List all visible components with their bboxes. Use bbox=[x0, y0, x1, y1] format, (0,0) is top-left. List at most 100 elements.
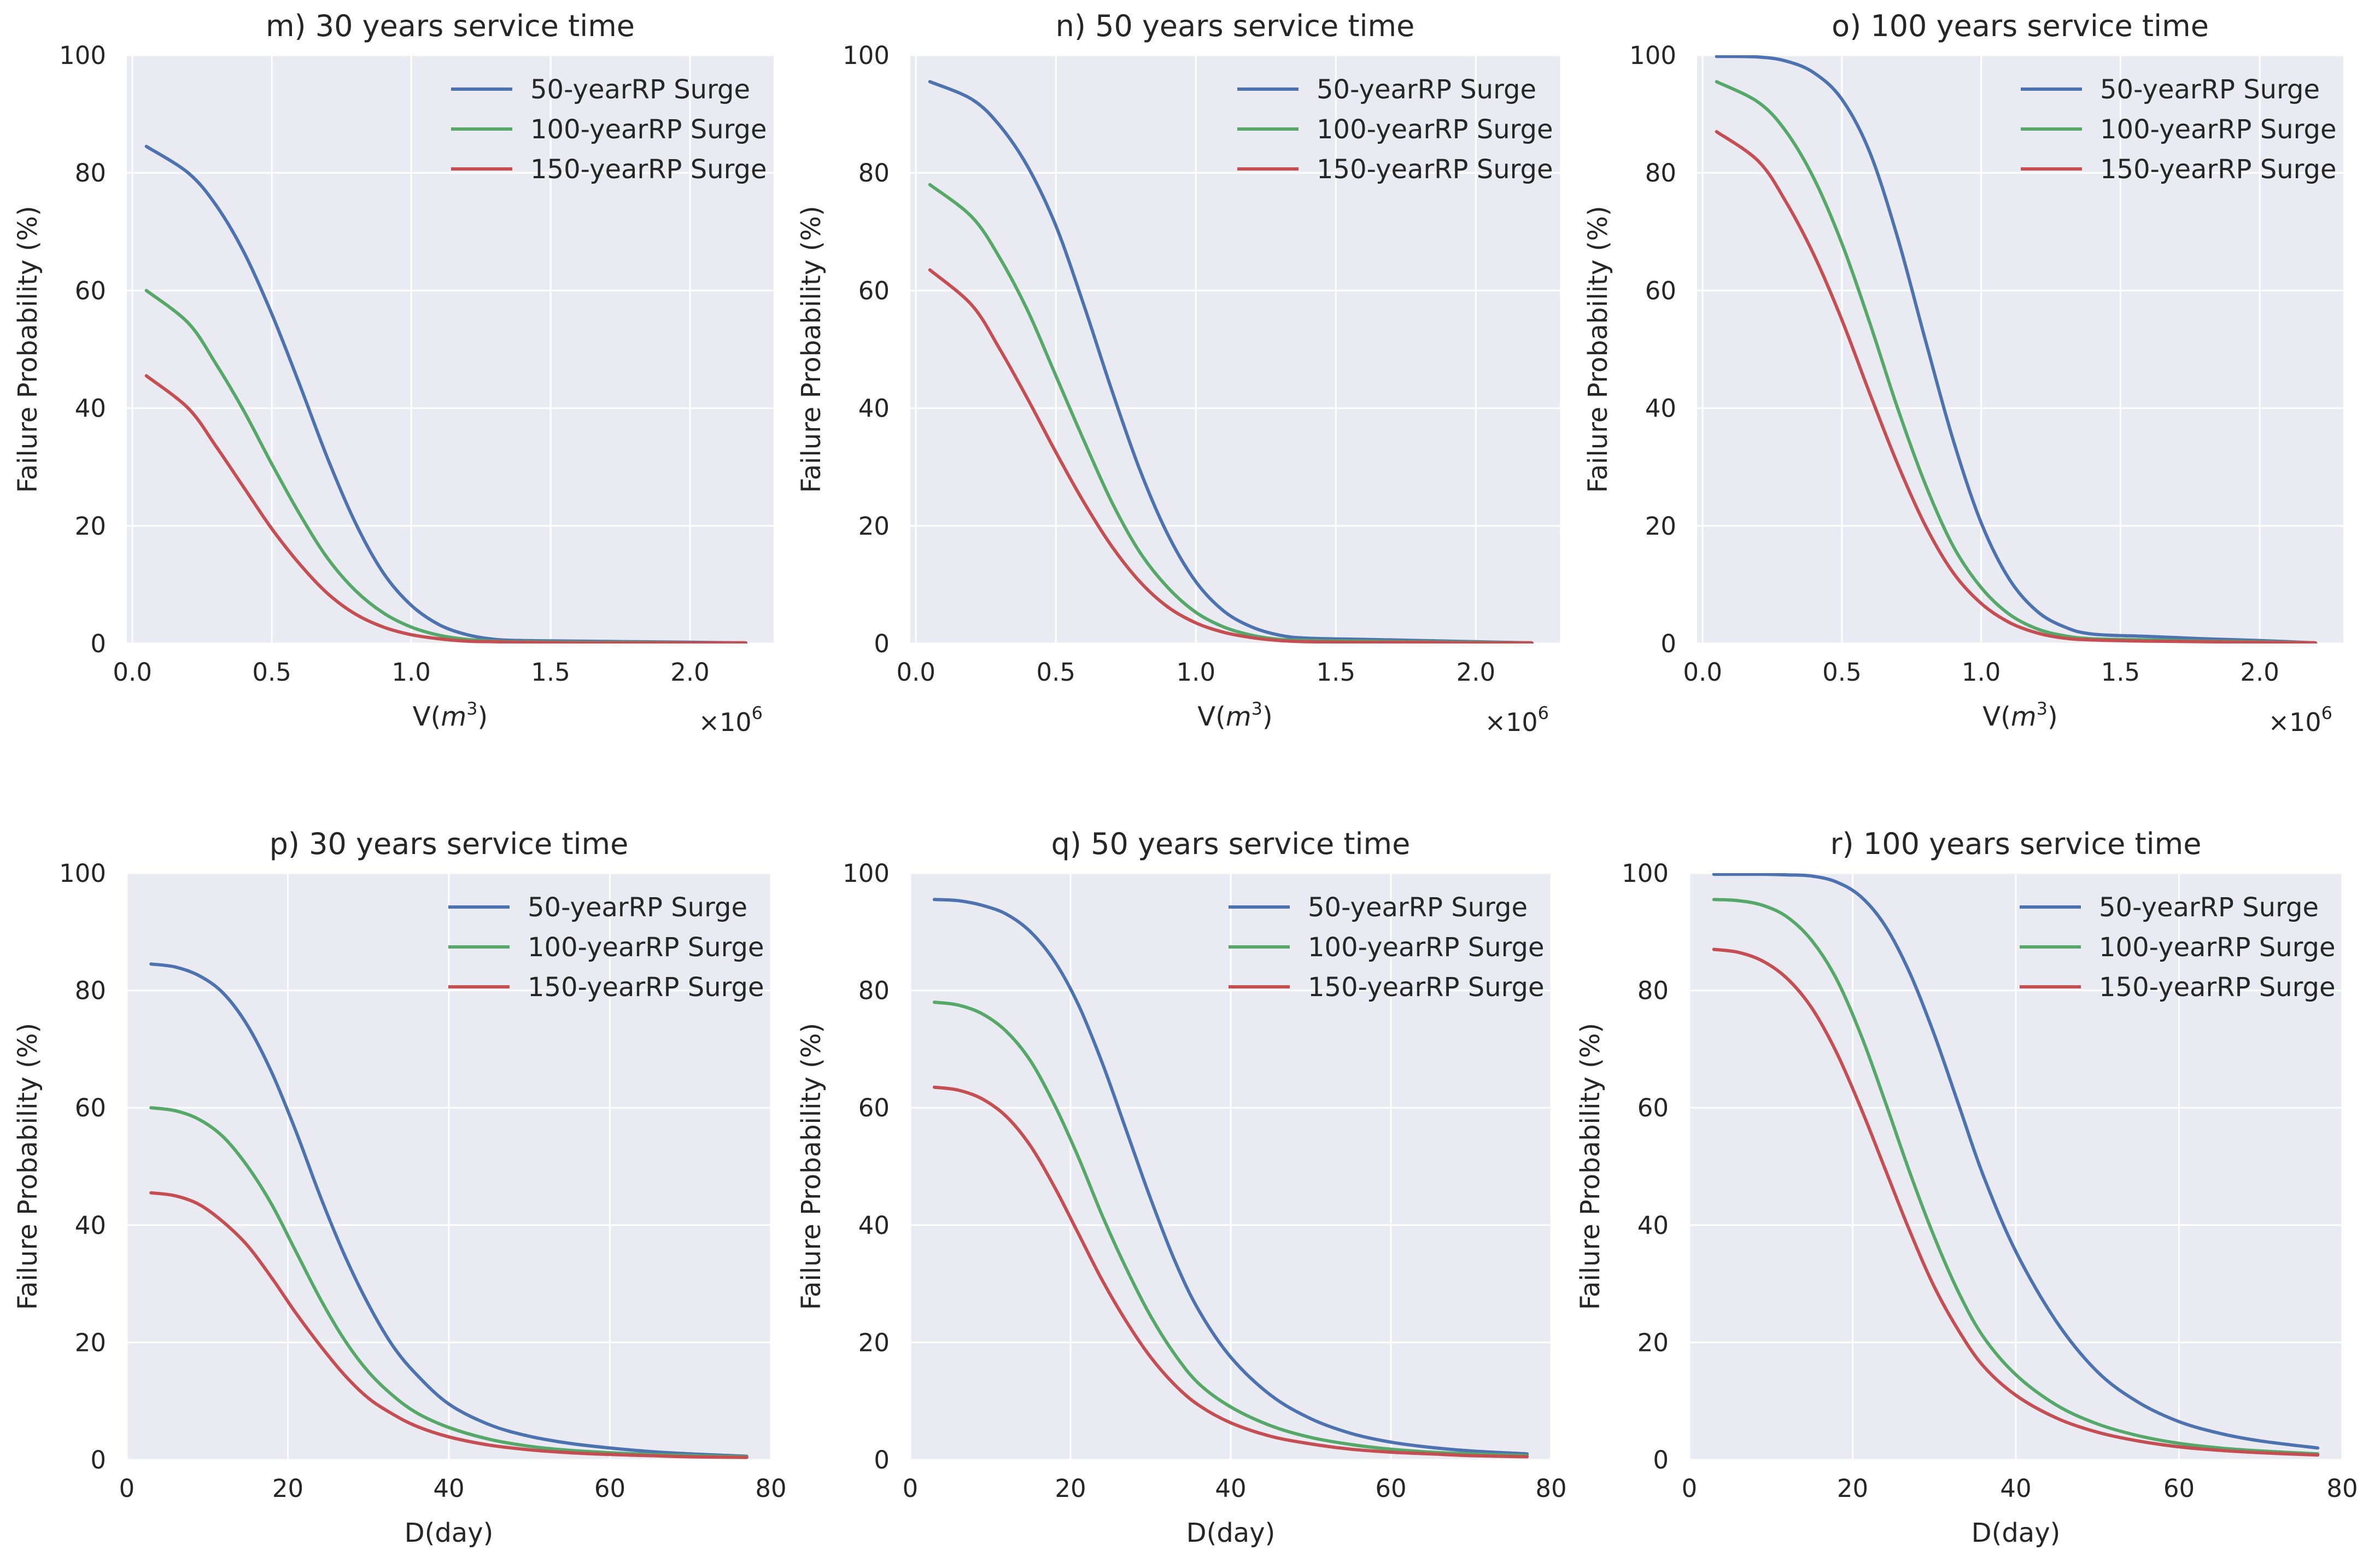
x-tick-label: 0.5 bbox=[1822, 658, 1862, 687]
x-tick-label: 40 bbox=[2000, 1474, 2031, 1503]
x-tick-label: 60 bbox=[1375, 1474, 1406, 1503]
y-tick-label: 80 bbox=[75, 976, 106, 1005]
panel-5: 0 20 40 60 80 0 20 40 60 80 100 q) 50 years service… bbox=[796, 827, 1567, 1548]
y-tick-label: 100 bbox=[843, 41, 890, 70]
panel-title: n) 50 years service time bbox=[1056, 9, 1415, 43]
y-tick-label: 40 bbox=[75, 1211, 106, 1240]
y-tick-label: 60 bbox=[858, 1093, 890, 1122]
x-axis-label-var: m bbox=[1226, 701, 1251, 732]
y-axis-label: Failure Probability (%) bbox=[1583, 206, 1613, 493]
x-tick-label: 60 bbox=[594, 1474, 625, 1503]
y-tick-label: 20 bbox=[858, 512, 890, 541]
x-scale-exp: 6 bbox=[1538, 703, 1549, 723]
x-tick-label: 1.5 bbox=[531, 658, 570, 687]
y-tick-label: 20 bbox=[1637, 1328, 1669, 1357]
x-axis-label-exp: 3 bbox=[466, 698, 477, 719]
y-axis-label: Failure Probability (%) bbox=[1575, 1023, 1606, 1310]
series-line-1 bbox=[1712, 873, 2320, 1450]
x-scale-exp: 6 bbox=[752, 703, 763, 723]
x-axis-label-prefix: V( bbox=[413, 701, 441, 732]
y-tick-label: 80 bbox=[1637, 976, 1669, 1005]
y-axis-label: Failure Probability (%) bbox=[13, 206, 43, 493]
y-tick-label: 20 bbox=[858, 1328, 890, 1357]
y-axis-label: Failure Probability (%) bbox=[796, 1023, 827, 1310]
y-tick-label: 0 bbox=[1660, 629, 1676, 658]
y-tick-label: 40 bbox=[858, 394, 890, 423]
series-lines bbox=[1712, 873, 2320, 1457]
y-tick-label: 100 bbox=[59, 41, 106, 70]
x-tick-label: 80 bbox=[755, 1474, 786, 1503]
series-lines bbox=[928, 80, 1534, 643]
x-tick-label: 0.0 bbox=[1683, 658, 1722, 687]
plot-area bbox=[1697, 55, 2343, 643]
y-tick-label: 0 bbox=[90, 629, 106, 658]
legend-label-2: 100-yearRP Surge bbox=[528, 932, 764, 963]
panel-6: 0 20 40 60 80 0 20 40 60 80 100 r) 100 years servic… bbox=[1575, 827, 2358, 1548]
x-tick-label: 40 bbox=[433, 1474, 464, 1503]
legend-label-3: 150-yearRP Surge bbox=[2099, 972, 2336, 1003]
x-tick-label: 1.5 bbox=[2101, 658, 2140, 687]
legend-label-3: 150-yearRP Surge bbox=[1317, 154, 1553, 185]
legend-label-1: 50-yearRP Surge bbox=[528, 892, 747, 923]
x-tick-label: 1.0 bbox=[1177, 658, 1216, 687]
series-line-3 bbox=[928, 268, 1534, 643]
x-tick-label: 1.0 bbox=[391, 658, 431, 687]
panel-title: p) 30 years service time bbox=[270, 827, 629, 861]
series-line-3 bbox=[1715, 130, 2318, 643]
legend-label-1: 50-yearRP Surge bbox=[2099, 892, 2319, 923]
y-axis-label: Failure Probability (%) bbox=[796, 206, 827, 493]
legend-label-2: 100-yearRP Surge bbox=[2100, 114, 2337, 145]
legend-label-2: 100-yearRP Surge bbox=[1317, 114, 1553, 145]
series-line-2 bbox=[933, 1001, 1529, 1458]
series-line-2 bbox=[149, 1106, 748, 1459]
x-scale-base: ×10 bbox=[699, 707, 752, 737]
panel-4: 0 20 40 60 80 0 20 40 60 80 100 p) 30 years service… bbox=[13, 827, 787, 1548]
x-axis-label: D(day) bbox=[405, 1518, 494, 1548]
series-line-3 bbox=[144, 374, 747, 643]
legend-label-1: 50-yearRP Surge bbox=[1317, 74, 1536, 105]
x-axis-label-suffix: ) bbox=[1262, 701, 1273, 732]
y-tick-label: 40 bbox=[858, 1211, 890, 1240]
legend-label-3: 150-yearRP Surge bbox=[530, 154, 767, 185]
x-axis-label: V(m3) bbox=[1197, 698, 1272, 732]
legend: 50-yearRP Surge 100-yearRP Surge 150-yearR… bbox=[1237, 74, 1553, 185]
x-tick-label: 0.5 bbox=[252, 658, 291, 687]
x-tick-label: 2.0 bbox=[670, 658, 710, 687]
legend-label-3: 150-yearRP Surge bbox=[2100, 154, 2337, 185]
series-line-2 bbox=[1712, 898, 2320, 1456]
series-lines bbox=[144, 144, 747, 643]
x-tick-label: 0 bbox=[903, 1474, 919, 1503]
y-tick-label: 80 bbox=[858, 976, 890, 1005]
gridlines bbox=[909, 872, 1552, 1461]
x-axis-label-var: m bbox=[441, 701, 466, 732]
x-axis-label-exp: 3 bbox=[1251, 698, 1262, 719]
x-axis-label: V(m3) bbox=[1982, 698, 2057, 732]
y-tick-label: 40 bbox=[1637, 1211, 1669, 1240]
legend-label-2: 100-yearRP Surge bbox=[530, 114, 767, 145]
x-tick-label: 0.0 bbox=[113, 658, 152, 687]
y-tick-label: 100 bbox=[1629, 41, 1676, 70]
x-tick-label: 2.0 bbox=[2240, 658, 2279, 687]
x-scale-factor: ×106 bbox=[699, 703, 763, 737]
series-lines bbox=[1715, 55, 2318, 643]
legend-label-1: 50-yearRP Surge bbox=[2100, 74, 2320, 105]
y-tick-label: 60 bbox=[1637, 1093, 1669, 1122]
y-tick-label: 80 bbox=[1645, 159, 1676, 188]
y-tick-label: 0 bbox=[90, 1446, 106, 1475]
x-tick-label: 1.0 bbox=[1962, 658, 2001, 687]
series-line-3 bbox=[149, 1191, 748, 1459]
y-tick-label: 0 bbox=[874, 629, 890, 658]
x-tick-label: 60 bbox=[2163, 1474, 2195, 1503]
legend: 50-yearRP Surge 100-yearRP Surge 150-yearR… bbox=[451, 74, 767, 185]
y-tick-label: 60 bbox=[75, 276, 106, 305]
x-scale-exp: 6 bbox=[2321, 703, 2332, 723]
x-axis-label-var: m bbox=[2011, 701, 2037, 732]
x-axis-label-suffix: ) bbox=[2048, 701, 2058, 732]
series-lines bbox=[149, 962, 748, 1459]
x-tick-label: 1.5 bbox=[1317, 658, 1356, 687]
series-lines bbox=[933, 898, 1529, 1459]
legend-label-2: 100-yearRP Surge bbox=[2099, 932, 2336, 963]
y-tick-label: 0 bbox=[874, 1446, 890, 1475]
legend: 50-yearRP Surge 100-yearRP Surge 150-yearR… bbox=[1229, 892, 1545, 1003]
